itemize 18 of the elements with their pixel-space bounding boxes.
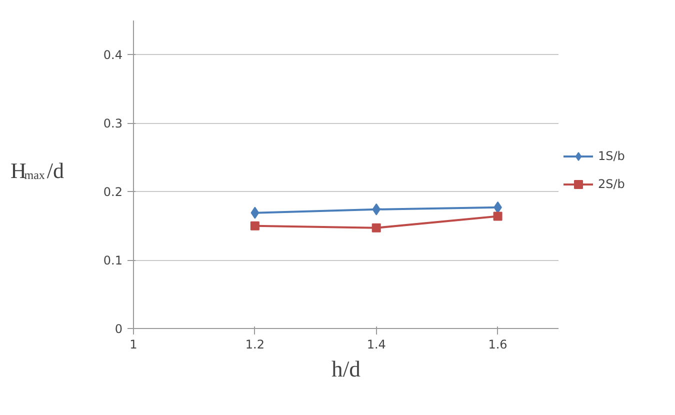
- y-tick-label: 0.2: [103, 185, 123, 200]
- point: [250, 206, 260, 219]
- x-axis-title: h/d: [332, 356, 362, 382]
- y-axis-title: Hmax/d: [10, 158, 64, 183]
- legend-label: 2S/b: [598, 177, 625, 191]
- point: [493, 212, 502, 221]
- legend-label: 1S/b: [598, 149, 625, 163]
- y-tick-label: 0.1: [103, 254, 123, 268]
- point: [372, 203, 381, 216]
- point: [372, 223, 381, 232]
- y-tick-label: 0.3: [103, 116, 123, 131]
- point: [250, 221, 260, 230]
- x-tick-label: 1: [130, 338, 138, 352]
- y-tick-label: 0: [114, 322, 123, 336]
- x-tick-label: 1.2: [245, 338, 264, 352]
- y-tick-label: 0.4: [103, 48, 123, 62]
- x-tick-label: 1.4: [366, 338, 386, 352]
- x-tick-label: 1.6: [488, 338, 508, 352]
